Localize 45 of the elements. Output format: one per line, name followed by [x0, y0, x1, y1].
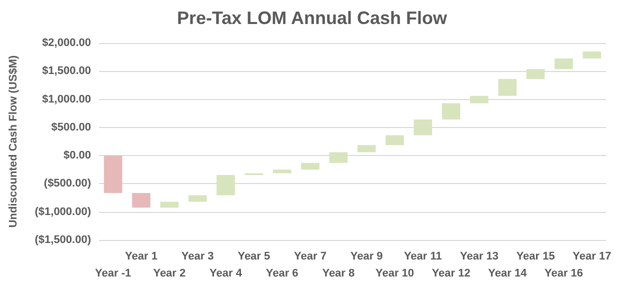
bar — [470, 96, 488, 104]
x-tick-label: Year 5 — [238, 250, 270, 262]
bar — [272, 170, 292, 174]
bar — [442, 103, 460, 120]
y-tick-label: $1,500.00 — [42, 65, 91, 78]
x-tick-label: Year 17 — [572, 250, 612, 262]
bar — [329, 152, 348, 163]
bar — [216, 174, 235, 196]
x-tick-label: Year 7 — [294, 250, 326, 262]
y-tick-label: ($1,500.00) — [34, 234, 92, 246]
x-tick-label: Year 15 — [516, 250, 555, 262]
y-tick-label: $0.00 — [63, 150, 91, 162]
bar — [582, 51, 602, 58]
bar — [132, 193, 150, 208]
y-axis-title: Undiscounted Cash Flow (US$M) — [8, 55, 20, 228]
x-tick-label: Year 13 — [460, 250, 499, 262]
bar — [386, 135, 404, 146]
bar — [104, 156, 122, 193]
x-tick-label: Year 2 — [153, 268, 186, 280]
x-tick-label: Year 4 — [210, 268, 243, 280]
x-tick-label: Year 12 — [432, 268, 470, 280]
x-tick-label: Year 10 — [375, 268, 414, 280]
y-tick-label: ($500.00) — [44, 178, 92, 190]
bar — [357, 145, 376, 152]
x-tick-label: Year 16 — [544, 268, 584, 280]
bar — [526, 69, 545, 80]
bar — [554, 58, 573, 70]
bar — [301, 162, 320, 170]
x-tick-label: Year 11 — [404, 250, 442, 262]
x-tick-label: Year 8 — [322, 268, 355, 280]
bar — [414, 120, 432, 136]
x-tick-label: Year 6 — [266, 268, 298, 280]
y-tick-label: ($1,000.00) — [34, 206, 92, 218]
y-tick-label: $500.00 — [51, 121, 91, 134]
x-tick-label: Year 9 — [350, 250, 383, 262]
y-tick-label: $2,000.00 — [42, 37, 91, 49]
x-tick-label: Year -1 — [95, 268, 132, 280]
x-tick-label: Year 14 — [488, 268, 528, 280]
chart-title: Pre-Tax LOM Annual Cash Flow — [176, 8, 448, 28]
bar — [160, 202, 179, 208]
bar — [498, 79, 517, 96]
y-tick-label: $1,000.00 — [42, 93, 91, 106]
x-tick-label: Year 1 — [125, 250, 158, 262]
bar — [188, 195, 207, 202]
x-tick-label: Year 3 — [181, 250, 214, 262]
